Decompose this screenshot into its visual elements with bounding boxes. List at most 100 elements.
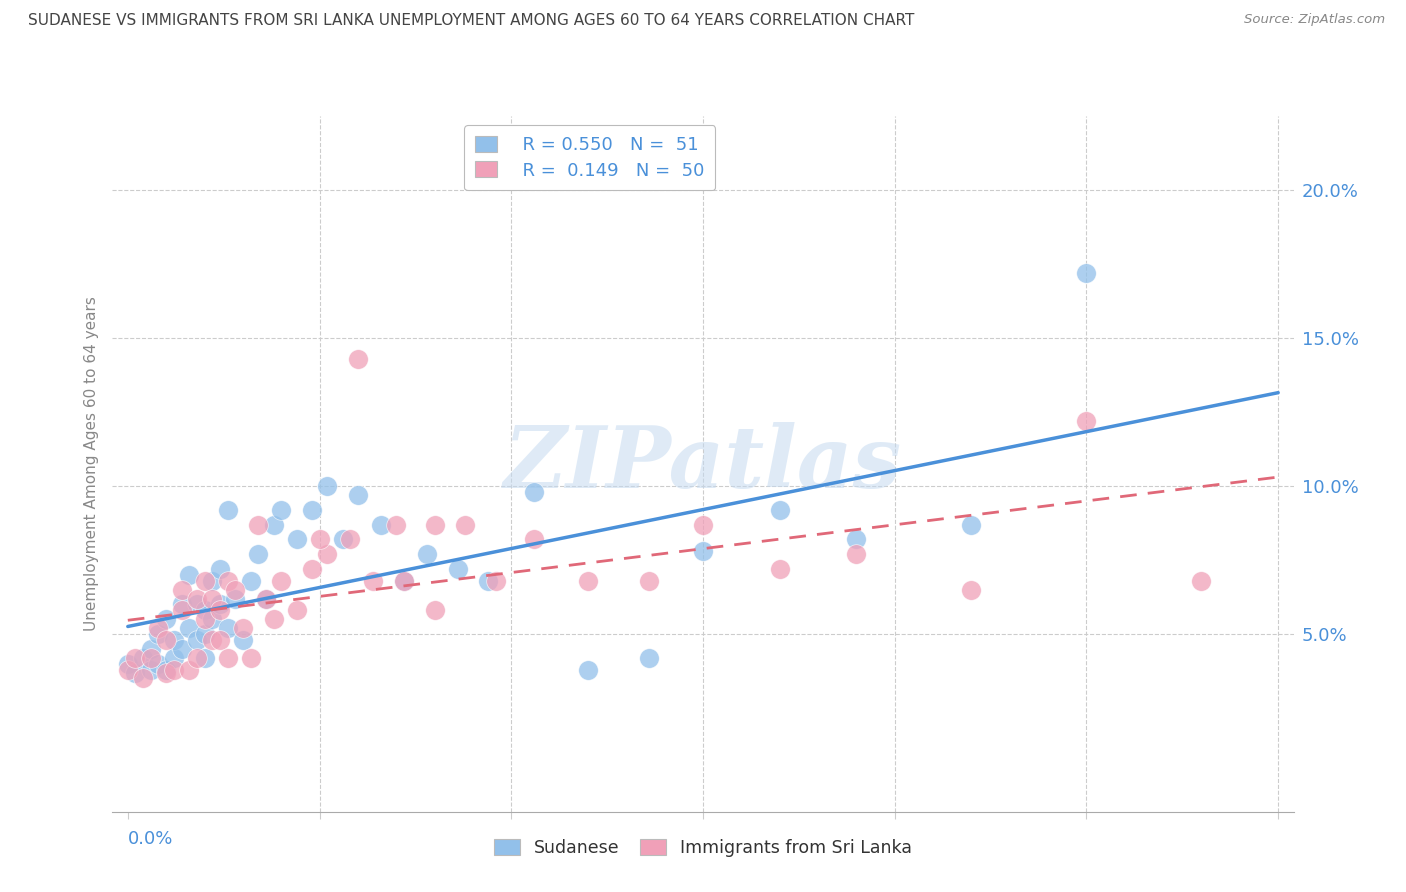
Point xyxy=(239,574,262,588)
Point xyxy=(193,627,215,641)
Point xyxy=(217,650,239,665)
Point xyxy=(263,612,285,626)
Point xyxy=(960,517,983,532)
Point xyxy=(193,612,215,626)
Point xyxy=(316,479,339,493)
Point xyxy=(117,663,139,677)
Point xyxy=(477,574,499,588)
Point xyxy=(416,547,439,561)
Point xyxy=(523,533,546,547)
Text: 0.0%: 0.0% xyxy=(128,830,173,847)
Point xyxy=(179,621,201,635)
Point xyxy=(270,574,292,588)
Point xyxy=(163,663,186,677)
Point xyxy=(308,533,330,547)
Point xyxy=(193,650,215,665)
Point xyxy=(124,665,146,680)
Point xyxy=(285,533,308,547)
Point xyxy=(692,517,714,532)
Point xyxy=(332,533,354,547)
Point xyxy=(208,562,231,576)
Point xyxy=(239,650,262,665)
Point xyxy=(132,672,155,686)
Point xyxy=(316,547,339,561)
Text: Source: ZipAtlas.com: Source: ZipAtlas.com xyxy=(1244,13,1385,27)
Point xyxy=(208,632,231,647)
Point xyxy=(392,574,415,588)
Point xyxy=(186,598,208,612)
Point xyxy=(186,632,208,647)
Point xyxy=(201,612,224,626)
Point xyxy=(179,567,201,582)
Point xyxy=(454,517,477,532)
Point xyxy=(769,562,792,576)
Point xyxy=(163,632,186,647)
Point xyxy=(139,641,162,656)
Point xyxy=(576,574,599,588)
Point xyxy=(155,612,177,626)
Point xyxy=(254,591,277,606)
Text: ZIPatlas: ZIPatlas xyxy=(503,422,903,506)
Point xyxy=(224,591,246,606)
Legend: Sudanese, Immigrants from Sri Lanka: Sudanese, Immigrants from Sri Lanka xyxy=(485,830,921,865)
Point xyxy=(769,502,792,516)
Point xyxy=(170,603,193,617)
Point xyxy=(485,574,508,588)
Point xyxy=(423,517,446,532)
Point xyxy=(1076,266,1098,280)
Point xyxy=(423,603,446,617)
Point xyxy=(638,574,661,588)
Point xyxy=(385,517,408,532)
Point xyxy=(263,517,285,532)
Point xyxy=(186,650,208,665)
Point xyxy=(232,621,254,635)
Point xyxy=(576,663,599,677)
Point xyxy=(201,591,224,606)
Point xyxy=(301,562,323,576)
Point xyxy=(370,517,392,532)
Point xyxy=(347,351,370,366)
Point xyxy=(208,598,231,612)
Point xyxy=(217,621,239,635)
Point xyxy=(247,547,270,561)
Point xyxy=(201,574,224,588)
Point xyxy=(845,533,868,547)
Point xyxy=(446,562,468,576)
Point xyxy=(155,663,177,677)
Point xyxy=(170,641,193,656)
Point xyxy=(301,502,323,516)
Point xyxy=(845,547,868,561)
Point xyxy=(148,657,170,671)
Point xyxy=(186,591,208,606)
Point xyxy=(224,582,246,597)
Point xyxy=(339,533,361,547)
Point xyxy=(523,485,546,500)
Point xyxy=(361,574,384,588)
Point xyxy=(232,632,254,647)
Point xyxy=(208,603,231,617)
Point xyxy=(392,574,415,588)
Y-axis label: Unemployment Among Ages 60 to 64 years: Unemployment Among Ages 60 to 64 years xyxy=(83,296,98,632)
Point xyxy=(638,650,661,665)
Point xyxy=(254,591,277,606)
Point xyxy=(179,663,201,677)
Point xyxy=(193,603,215,617)
Point xyxy=(285,603,308,617)
Point xyxy=(170,582,193,597)
Text: SUDANESE VS IMMIGRANTS FROM SRI LANKA UNEMPLOYMENT AMONG AGES 60 TO 64 YEARS COR: SUDANESE VS IMMIGRANTS FROM SRI LANKA UN… xyxy=(28,13,914,29)
Point xyxy=(692,544,714,558)
Point xyxy=(155,665,177,680)
Point xyxy=(347,488,370,502)
Point xyxy=(148,621,170,635)
Point xyxy=(201,632,224,647)
Point xyxy=(132,650,155,665)
Point xyxy=(193,574,215,588)
Point xyxy=(148,627,170,641)
Point xyxy=(155,632,177,647)
Point xyxy=(1191,574,1213,588)
Point xyxy=(1076,414,1098,428)
Point xyxy=(117,657,139,671)
Point xyxy=(217,502,239,516)
Point xyxy=(247,517,270,532)
Point xyxy=(217,574,239,588)
